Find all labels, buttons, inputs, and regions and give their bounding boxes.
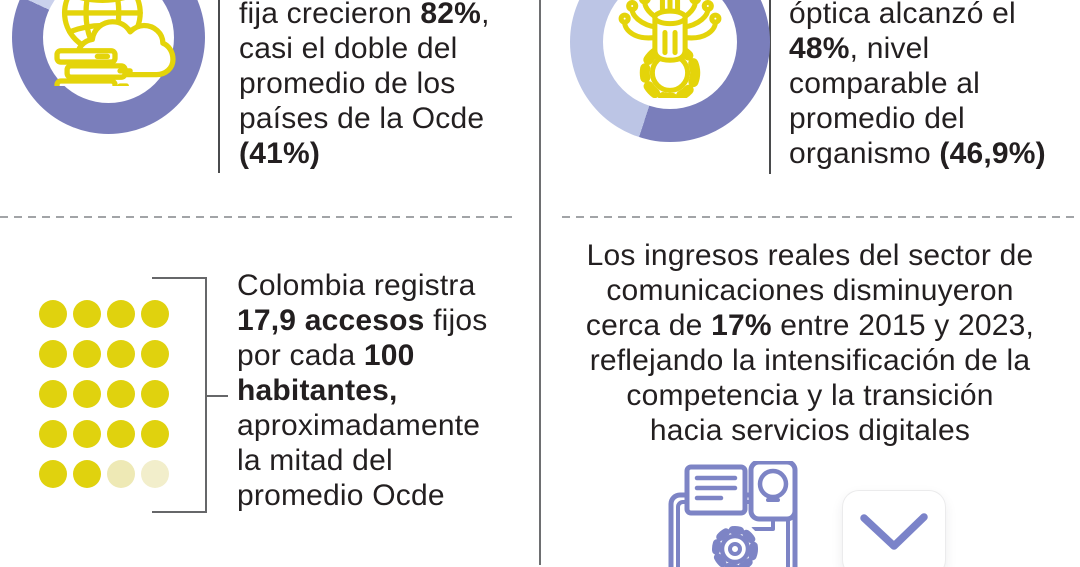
dashed-separator-right	[562, 216, 1080, 218]
pictograph-dot	[107, 460, 135, 488]
pictograph-dot	[39, 420, 67, 448]
pictograph-dot	[107, 420, 135, 448]
text-line: casi el doble del	[239, 32, 458, 65]
pictograph-dot	[73, 460, 101, 488]
bracket-tick	[207, 395, 228, 397]
text-line: aproximadamente	[237, 409, 481, 442]
text-line: comunicaciones disminuyeron	[606, 274, 1014, 307]
pictograph-dot	[39, 340, 67, 368]
pictograph-dot	[141, 380, 169, 408]
text-line: cerca de 17% entre 2015 y 2023,	[585, 309, 1035, 342]
top-right-rule	[769, 0, 771, 174]
center-divider	[539, 0, 541, 565]
pictograph-dot	[141, 460, 169, 488]
fiber-optic-icon	[618, 0, 722, 98]
dot-grid	[39, 300, 209, 490]
pictograph-dot	[107, 340, 135, 368]
text-line: Los ingresos reales del sector de	[586, 239, 1034, 272]
text-line: óptica alcanzó el	[789, 0, 1016, 30]
ideas-board-icon	[668, 461, 798, 567]
text-line: reflejando la intensificación de la	[589, 344, 1031, 377]
text-line: la mitad del	[237, 444, 393, 477]
text-line: por cada 100	[237, 339, 415, 372]
pictograph-dot	[141, 340, 169, 368]
revenue-decline-text: Los ingresos reales del sector de comuni…	[545, 238, 1075, 448]
cloud-globe-icon	[54, 0, 176, 86]
text-line: comparable al	[789, 67, 981, 100]
text-line: países de la Ocde	[239, 102, 485, 135]
chevron-down-icon	[860, 513, 928, 550]
pictograph-dot	[39, 380, 67, 408]
pictograph-dot	[73, 380, 101, 408]
pictograph-dot	[39, 460, 67, 488]
dashed-separator-left	[0, 216, 518, 218]
text-line: fija crecieron 82%,	[239, 0, 490, 30]
top-left-rule	[218, 0, 220, 173]
text-line: 17,9 accesos fijos	[237, 304, 488, 337]
pictograph-dot	[141, 420, 169, 448]
broadband-growth-text: fija crecieron 82%, casi el doble del pr…	[239, 0, 490, 171]
scroll-down-button[interactable]	[843, 491, 945, 567]
pictograph-dot	[73, 340, 101, 368]
text-line: habitantes,	[237, 374, 398, 407]
bracket-top-arm	[152, 277, 207, 279]
text-line: hacia servicios digitales	[649, 414, 971, 447]
text-line: Colombia registra	[237, 269, 476, 302]
fiber-share-text: óptica alcanzó el 48%, nivel comparable …	[789, 0, 1046, 171]
text-line: promedio Ocde	[237, 479, 445, 512]
pictograph-dot	[73, 300, 101, 328]
pictograph-dot	[141, 300, 169, 328]
pictograph-dot	[39, 300, 67, 328]
text-line: promedio del	[789, 102, 965, 135]
text-line: competencia y la transición	[626, 379, 994, 412]
pictograph-dot	[107, 300, 135, 328]
text-line: promedio de los	[239, 67, 456, 100]
pictograph-dot	[73, 420, 101, 448]
pictograph-dot	[107, 380, 135, 408]
text-line: (41%)	[239, 137, 321, 170]
bracket-vertical	[205, 277, 207, 513]
text-line: organismo (46,9%)	[789, 137, 1046, 170]
fixed-access-text: Colombia registra 17,9 accesos fijos por…	[237, 268, 487, 513]
text-line: 48%, nivel	[789, 32, 930, 65]
bracket-bottom-arm	[152, 511, 207, 513]
